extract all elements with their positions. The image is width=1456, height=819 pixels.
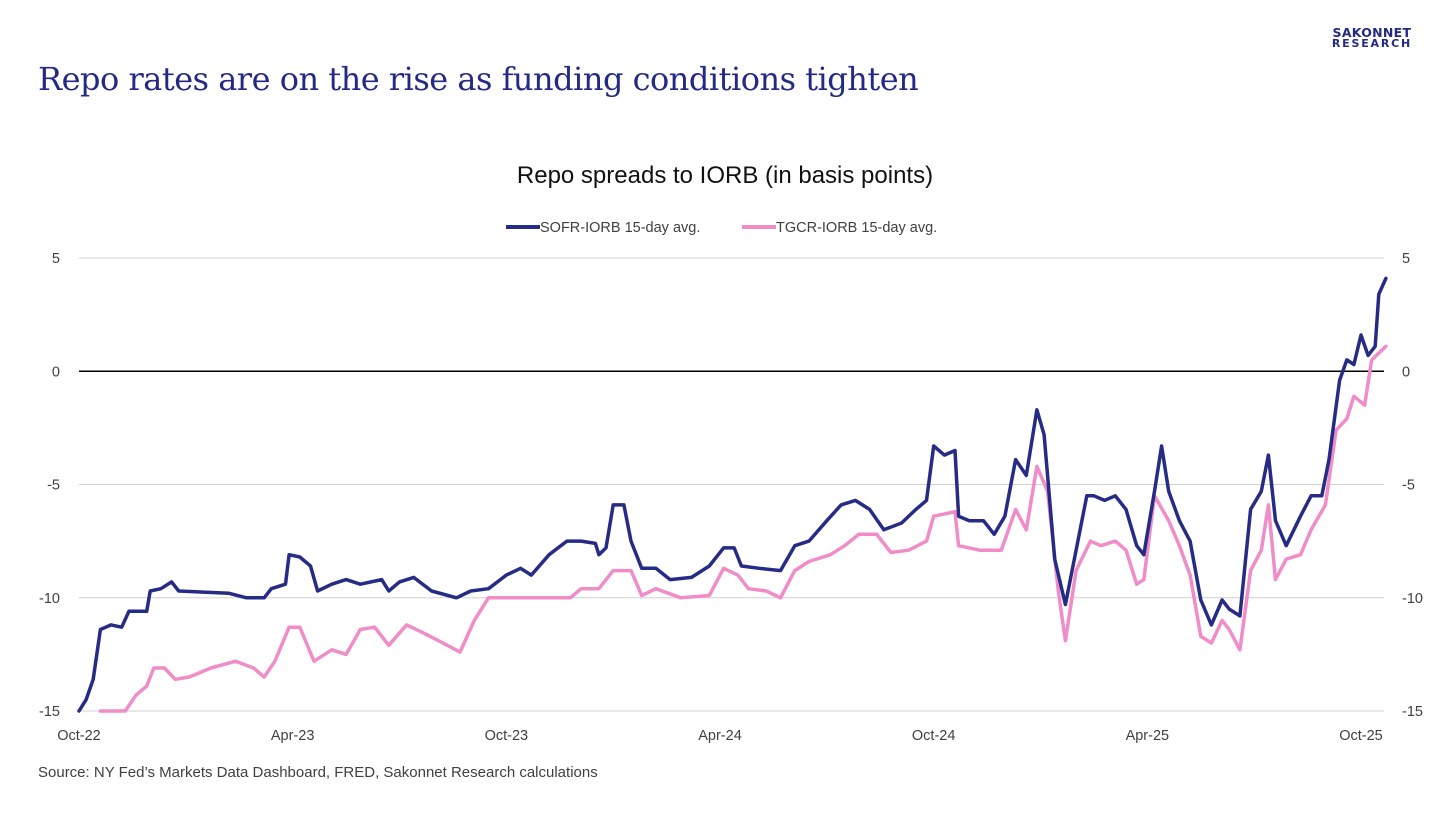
- chart-title: Repo spreads to IORB (in basis points): [517, 162, 933, 189]
- y-tick-label-left: -5: [47, 478, 60, 494]
- x-tick-label: Apr-25: [1126, 728, 1170, 744]
- x-tick-label: Oct-25: [1339, 728, 1383, 744]
- x-tick-label: Apr-23: [271, 728, 315, 744]
- y-tick-label-right: 0: [1402, 364, 1410, 380]
- x-tick-label: Apr-24: [698, 728, 742, 744]
- logo-line-2: RESEARCH: [1331, 37, 1412, 50]
- y-tick-label-left: -15: [39, 704, 60, 720]
- y-tick-label-right: -15: [1402, 704, 1423, 720]
- y-tick-label-right: -10: [1402, 591, 1423, 607]
- legend-label-tgcr: TGCR-IORB 15-day avg.: [776, 220, 937, 236]
- y-tick-label-right: 5: [1402, 251, 1410, 267]
- headline: Repo rates are on the rise as funding co…: [38, 60, 919, 98]
- x-tick-label: Oct-23: [485, 728, 529, 744]
- logo-line-1: SAKONNET: [1332, 25, 1412, 40]
- x-tick-label: Oct-24: [912, 728, 956, 744]
- x-tick-label: Oct-22: [57, 728, 101, 744]
- sofr-iorb-line: [77, 276, 1388, 713]
- y-tick-label-left: 5: [52, 251, 60, 267]
- source-note: Source: NY Fed’s Markets Data Dashboard,…: [38, 764, 598, 781]
- y-tick-label-right: -5: [1402, 478, 1415, 494]
- legend: SOFR-IORB 15-day avg. TGCR-IORB 15-day a…: [506, 220, 937, 236]
- legend-label-sofr: SOFR-IORB 15-day avg.: [540, 220, 700, 236]
- y-tick-label-left: -10: [39, 591, 60, 607]
- sakonnet-logo: SAKONNET RESEARCH: [1331, 25, 1412, 50]
- tgcr-iorb-line: [98, 344, 1388, 713]
- y-tick-label-left: 0: [52, 364, 60, 380]
